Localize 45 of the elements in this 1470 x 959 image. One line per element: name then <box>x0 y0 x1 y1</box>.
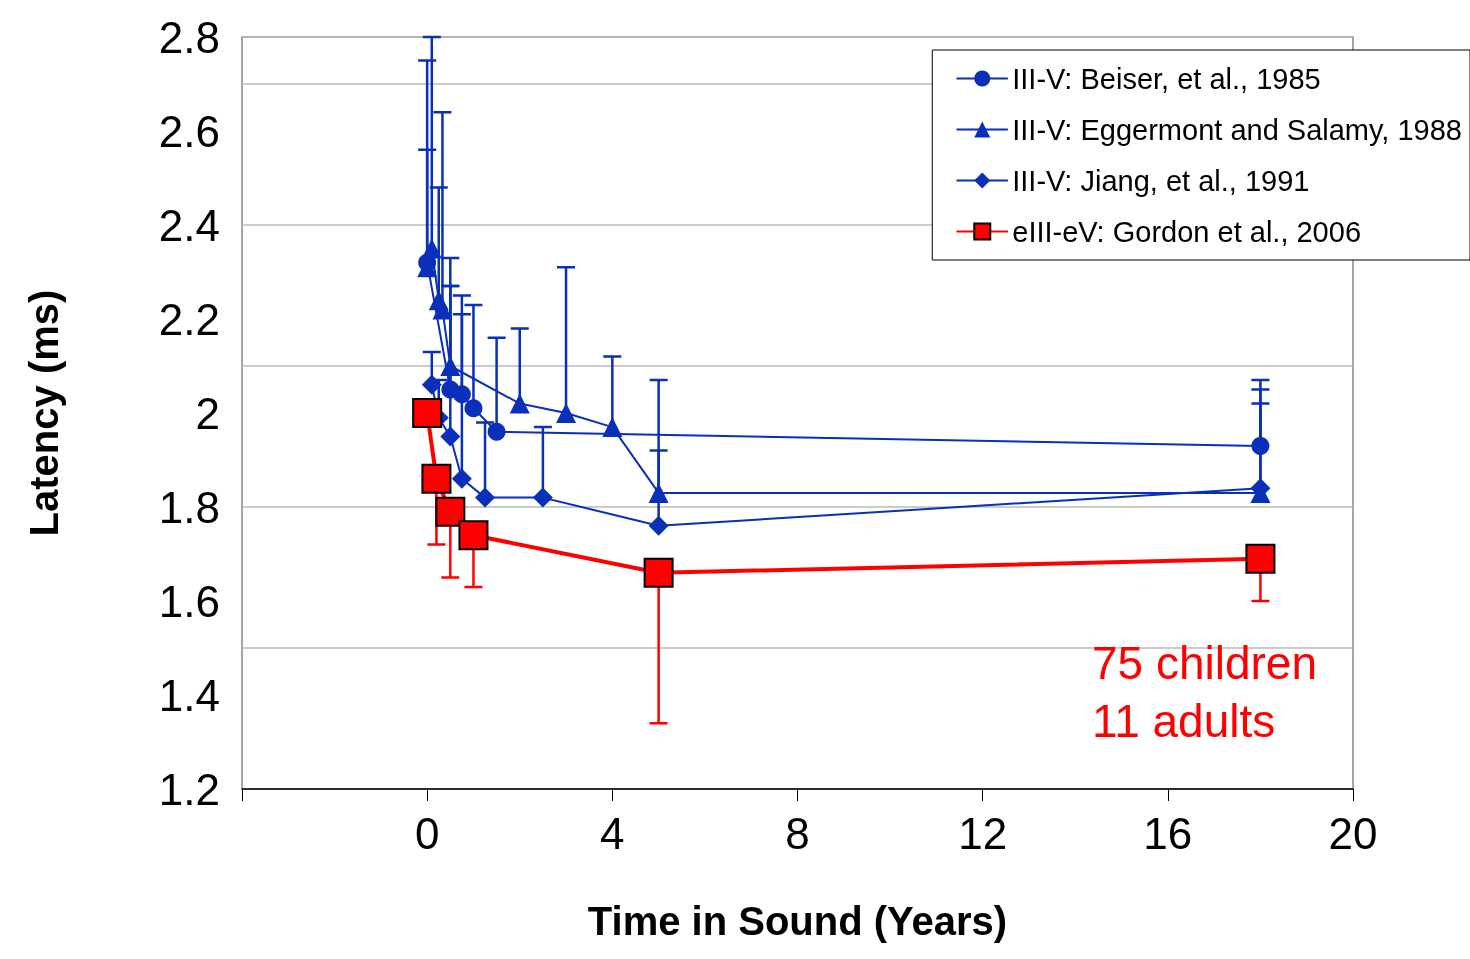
annotation: 75 children <box>1092 637 1318 689</box>
point <box>1251 436 1270 455</box>
point <box>532 487 553 508</box>
y-tick-label: 2 <box>195 388 220 438</box>
y-tick-label: 2.2 <box>158 294 220 344</box>
x-axis-title: Time in Sound (Years) <box>587 899 1008 943</box>
x-tick-label: 8 <box>785 808 810 858</box>
point <box>487 422 506 441</box>
y-tick-label: 2.4 <box>158 200 220 250</box>
point <box>1245 543 1276 574</box>
legend-label: eIII-eV: Gordon et al., 2006 <box>1012 215 1362 248</box>
point <box>421 238 442 259</box>
y-axis-title: Latency (ms) <box>22 289 66 537</box>
point <box>464 399 483 418</box>
point <box>421 374 442 395</box>
point <box>440 356 461 376</box>
x-tick-label: 4 <box>600 808 625 858</box>
x-tick-label: 12 <box>958 808 1008 858</box>
point <box>475 487 496 508</box>
y-tick-label: 1.2 <box>158 764 220 814</box>
y-tick-label: 2.8 <box>158 12 220 62</box>
x-tick-label: 20 <box>1328 808 1378 858</box>
x-tick-label: 16 <box>1143 808 1193 858</box>
y-tick-label: 1.8 <box>158 482 220 532</box>
point <box>509 393 530 414</box>
point <box>648 515 669 536</box>
point <box>602 417 623 438</box>
y-tick-label: 1.4 <box>158 670 220 720</box>
point <box>648 482 669 503</box>
legend-label: III-V: Eggermont and Salamy, 1988 <box>1012 113 1463 146</box>
y-tick-label: 1.6 <box>158 576 220 626</box>
point <box>458 520 489 551</box>
point <box>440 426 461 447</box>
point <box>412 398 443 428</box>
point <box>556 403 577 423</box>
point <box>435 496 466 527</box>
annotation: 11 adults <box>1092 695 1276 747</box>
x-tick-label: 0 <box>414 808 440 858</box>
y-tick-label: 2.6 <box>158 106 220 156</box>
point <box>421 463 452 494</box>
point <box>643 557 674 588</box>
point <box>452 385 471 404</box>
legend-label: III-V: Beiser, et al., 1985 <box>1012 62 1321 95</box>
legend-label: III-V: Jiang, et al., 1991 <box>1012 164 1310 197</box>
point <box>451 468 472 489</box>
